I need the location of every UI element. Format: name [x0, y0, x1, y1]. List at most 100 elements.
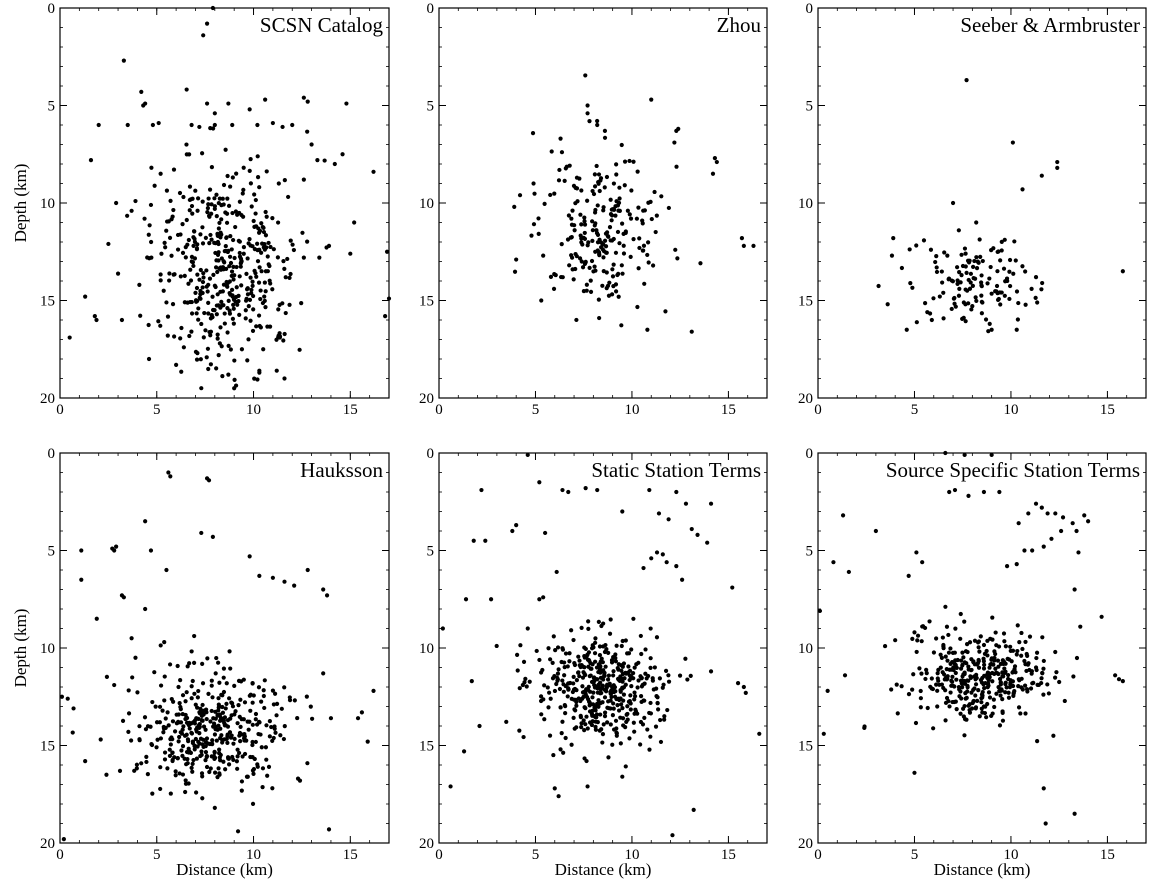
- data-point: [579, 259, 584, 264]
- y-tick-label: 10: [40, 641, 55, 657]
- data-point: [558, 747, 563, 752]
- data-point: [973, 682, 979, 687]
- data-point: [647, 747, 652, 752]
- y-tick-label: 5: [806, 544, 814, 560]
- data-point: [225, 755, 231, 760]
- data-point: [216, 250, 221, 255]
- data-point: [203, 750, 209, 755]
- data-point: [632, 697, 637, 702]
- data-point: [265, 254, 270, 259]
- data-point: [295, 715, 300, 721]
- data-point: [923, 676, 928, 682]
- data-point: [572, 228, 577, 233]
- data-point: [217, 341, 222, 346]
- data-point: [469, 679, 474, 684]
- data-point: [182, 756, 187, 761]
- data-point: [234, 759, 239, 764]
- data-point: [565, 237, 571, 242]
- data-point: [598, 712, 603, 717]
- data-point: [958, 611, 963, 617]
- data-point: [198, 357, 203, 362]
- data-point: [220, 373, 225, 379]
- data-point: [642, 208, 647, 213]
- x-tick-label: 5: [911, 847, 919, 863]
- data-point: [191, 757, 196, 763]
- data-point: [611, 706, 616, 711]
- data-point: [241, 214, 246, 219]
- data-point: [197, 731, 202, 736]
- data-point: [567, 263, 572, 268]
- data-point: [230, 210, 235, 216]
- data-point: [197, 124, 202, 130]
- data-point: [585, 111, 590, 116]
- data-point: [231, 321, 236, 326]
- data-point: [624, 671, 629, 676]
- data-point: [539, 712, 544, 717]
- data-point: [252, 376, 257, 381]
- data-point: [237, 239, 242, 244]
- data-point: [169, 696, 174, 702]
- data-point: [987, 665, 992, 670]
- data-point: [941, 316, 946, 321]
- data-point: [583, 689, 588, 694]
- data-point: [203, 235, 208, 240]
- data-point: [94, 317, 99, 323]
- data-point: [590, 719, 595, 724]
- data-point: [145, 255, 150, 260]
- data-point: [618, 674, 623, 679]
- data-point: [255, 762, 260, 767]
- x-tick-label: 15: [721, 402, 736, 418]
- data-point: [157, 704, 163, 709]
- data-point: [991, 662, 996, 667]
- data-point: [185, 300, 190, 305]
- chart-title: SCSN Catalog: [260, 13, 384, 37]
- data-point: [1033, 295, 1038, 300]
- data-point: [999, 290, 1004, 295]
- data-point: [541, 253, 546, 258]
- data-point: [685, 677, 690, 682]
- data-point: [637, 245, 642, 251]
- data-point: [579, 721, 584, 726]
- data-point: [214, 214, 219, 219]
- data-point: [959, 658, 964, 663]
- data-point: [556, 794, 561, 799]
- plot-frame: [59, 452, 390, 844]
- data-point: [708, 501, 714, 506]
- data-point: [144, 754, 149, 759]
- data-point: [265, 773, 270, 778]
- data-point: [242, 751, 248, 757]
- data-point: [882, 643, 888, 649]
- data-point: [262, 678, 267, 683]
- data-point: [1071, 674, 1076, 679]
- data-point: [997, 723, 1003, 728]
- data-point: [979, 280, 984, 285]
- data-point: [224, 701, 229, 706]
- data-point: [584, 288, 589, 293]
- data-point: [1041, 544, 1046, 549]
- data-point: [743, 690, 748, 695]
- data-point: [134, 762, 140, 767]
- data-point: [608, 197, 613, 202]
- chart-title: Zhou: [717, 13, 762, 37]
- data-point: [1014, 562, 1019, 567]
- data-point: [674, 564, 679, 569]
- data-point: [924, 667, 929, 672]
- data-point: [221, 182, 227, 188]
- data-point: [661, 682, 666, 687]
- data-point: [158, 765, 163, 770]
- data-point: [677, 673, 683, 678]
- data-point: [571, 674, 576, 679]
- data-point: [990, 711, 995, 716]
- data-point: [619, 142, 624, 148]
- data-point: [961, 655, 966, 660]
- data-point: [365, 739, 370, 744]
- data-point: [609, 218, 614, 223]
- data-point: [593, 640, 598, 645]
- data-point: [304, 694, 309, 699]
- data-point: [210, 695, 215, 700]
- data-point: [985, 638, 990, 643]
- data-point: [605, 720, 610, 725]
- data-point: [959, 681, 964, 686]
- data-point: [226, 372, 231, 377]
- data-point: [923, 301, 928, 306]
